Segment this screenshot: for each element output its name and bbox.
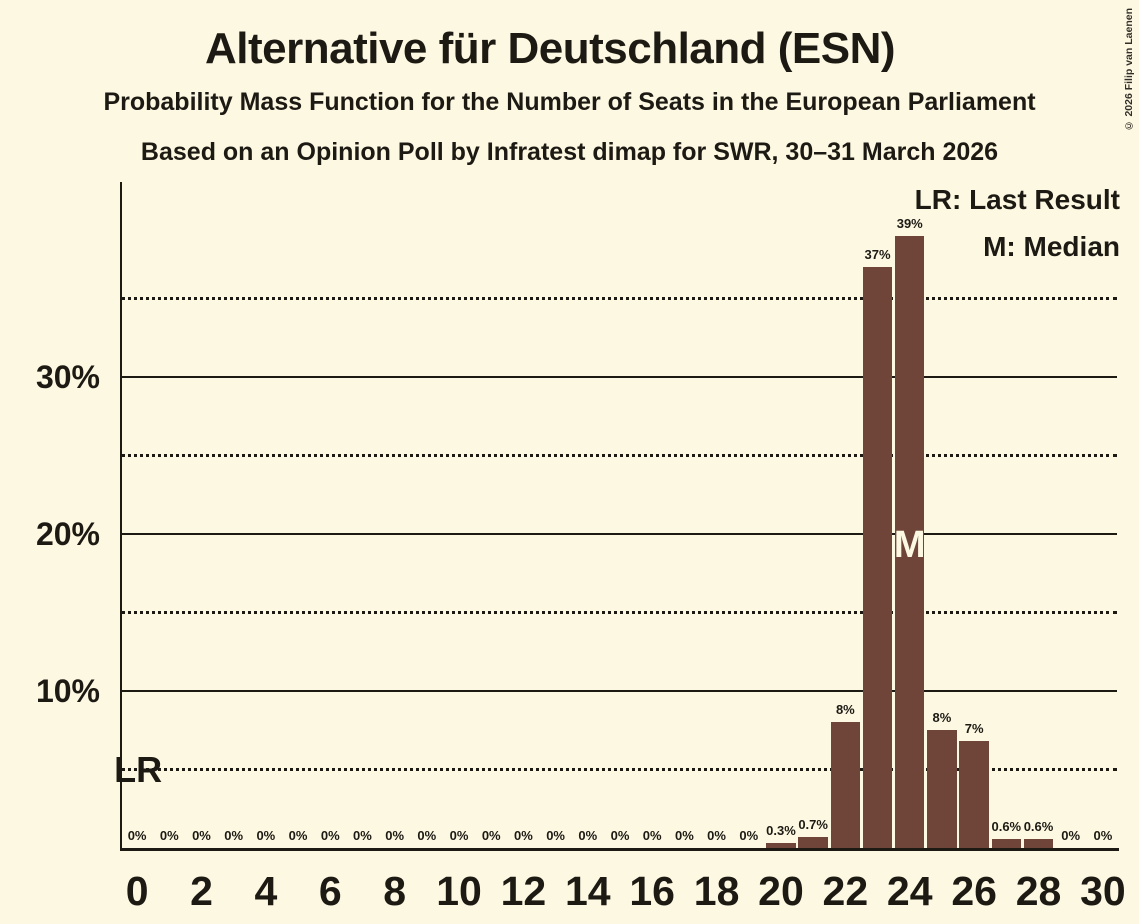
chart-title: Alternative für Deutschland (ESN) (204, 24, 896, 73)
last-result-marker: LR (114, 749, 163, 790)
gridline-solid-30pct (121, 375, 1117, 378)
chart-poll-info: Based on an Opinion Poll by Infratest di… (140, 138, 999, 166)
bar-value-label-seat-16: 0% (642, 828, 662, 843)
y-axis-tick-label: 30% (35, 359, 100, 395)
chart-subtitle: Probability Mass Function for the Number… (103, 88, 1036, 116)
bar-value-label-seat-20: 0.3% (766, 823, 796, 839)
bar-seat-28 (1023, 838, 1054, 848)
x-axis-tick-label: 22 (822, 868, 869, 914)
bar-value-label-seat-7: 0% (353, 828, 372, 843)
bar-seat-24 (894, 235, 925, 848)
x-axis-tick-label: 26 (951, 868, 997, 914)
gridline-dotted-5pct (121, 768, 1117, 771)
bar-value-label-seat-1: 0% (159, 828, 179, 843)
bar-value-label-seat-27: 0.6% (991, 818, 1022, 834)
x-axis-tick-label: 24 (886, 868, 933, 914)
x-axis-tick-label: 0 (125, 868, 149, 914)
y-axis-line (119, 182, 122, 850)
bar-seat-23 (862, 267, 893, 848)
bar-value-label-seat-26: 7% (964, 721, 984, 737)
x-axis-tick-label: 14 (564, 868, 611, 914)
x-axis-tick-label: 16 (629, 868, 675, 914)
bar-seat-25 (927, 730, 957, 848)
bar-seat-21 (798, 837, 828, 848)
bar-value-label-seat-0: 0% (127, 828, 147, 843)
bar-value-label-seat-22: 8% (835, 702, 855, 718)
bar-seat-26 (959, 741, 989, 848)
x-axis-line (119, 847, 1119, 851)
bar-value-label-seat-29: 0% (1061, 828, 1081, 843)
gridline-dotted-15pct (121, 611, 1117, 614)
bar-value-label-seat-15: 0% (610, 828, 630, 843)
bar-value-label-seat-18: 0% (707, 828, 726, 843)
x-axis-tick-label: 2 (190, 868, 213, 914)
bar-value-label-seat-13: 0% (546, 828, 565, 843)
bar-value-label-seat-5: 0% (288, 828, 308, 843)
y-axis-tick-label: 10% (35, 673, 100, 709)
bar-value-label-seat-3: 0% (224, 828, 244, 843)
x-axis-tick-label: 30 (1080, 868, 1126, 914)
gridline-solid-10pct (121, 689, 1117, 692)
x-axis-tick-label: 18 (693, 868, 740, 914)
legend-median: M: Median (983, 231, 1120, 262)
gridline-dotted-35pct (121, 297, 1117, 300)
bar-value-label-seat-11: 0% (481, 828, 501, 843)
bar-value-label-seat-19: 0% (739, 828, 759, 843)
bar-value-label-seat-14: 0% (578, 828, 598, 843)
bar-value-label-seat-2: 0% (192, 828, 211, 843)
x-axis-tick-label: 28 (1015, 868, 1062, 914)
gridline-dotted-25pct (121, 454, 1117, 457)
bar-seat-22 (830, 722, 861, 848)
bar-value-label-seat-4: 0% (256, 828, 276, 843)
bar-seat-27 (991, 838, 1022, 848)
bar-value-label-seat-30: 0% (1093, 828, 1113, 843)
bar-value-label-seat-25: 8% (932, 710, 952, 726)
legend-last-result: LR: Last Result (914, 184, 1120, 215)
x-axis-tick-label: 6 (318, 868, 342, 914)
bar-value-label-seat-6: 0% (320, 828, 340, 843)
x-axis-tick-label: 10 (436, 868, 482, 914)
bar-value-label-seat-17: 0% (674, 828, 694, 843)
bar-value-label-seat-8: 0% (385, 828, 405, 843)
bar-value-label-seat-21: 0.7% (798, 817, 828, 832)
x-axis-tick-label: 8 (383, 868, 407, 914)
bar-seat-20 (766, 843, 796, 848)
bar-value-label-seat-10: 0% (449, 828, 469, 843)
x-axis-tick-label: 12 (500, 868, 547, 914)
bar-value-label-seat-28: 0.6% (1023, 818, 1054, 834)
bar-value-label-seat-23: 37% (864, 247, 891, 263)
x-axis-tick-label: 20 (758, 868, 804, 914)
gridline-solid-20pct (121, 532, 1117, 535)
median-marker: M (893, 524, 926, 566)
y-axis-tick-label: 20% (35, 516, 100, 552)
bar-value-label-seat-12: 0% (514, 828, 533, 843)
bar-value-label-seat-9: 0% (417, 828, 437, 843)
x-axis-tick-label: 4 (254, 868, 278, 914)
bar-value-label-seat-24: 39% (896, 215, 923, 231)
